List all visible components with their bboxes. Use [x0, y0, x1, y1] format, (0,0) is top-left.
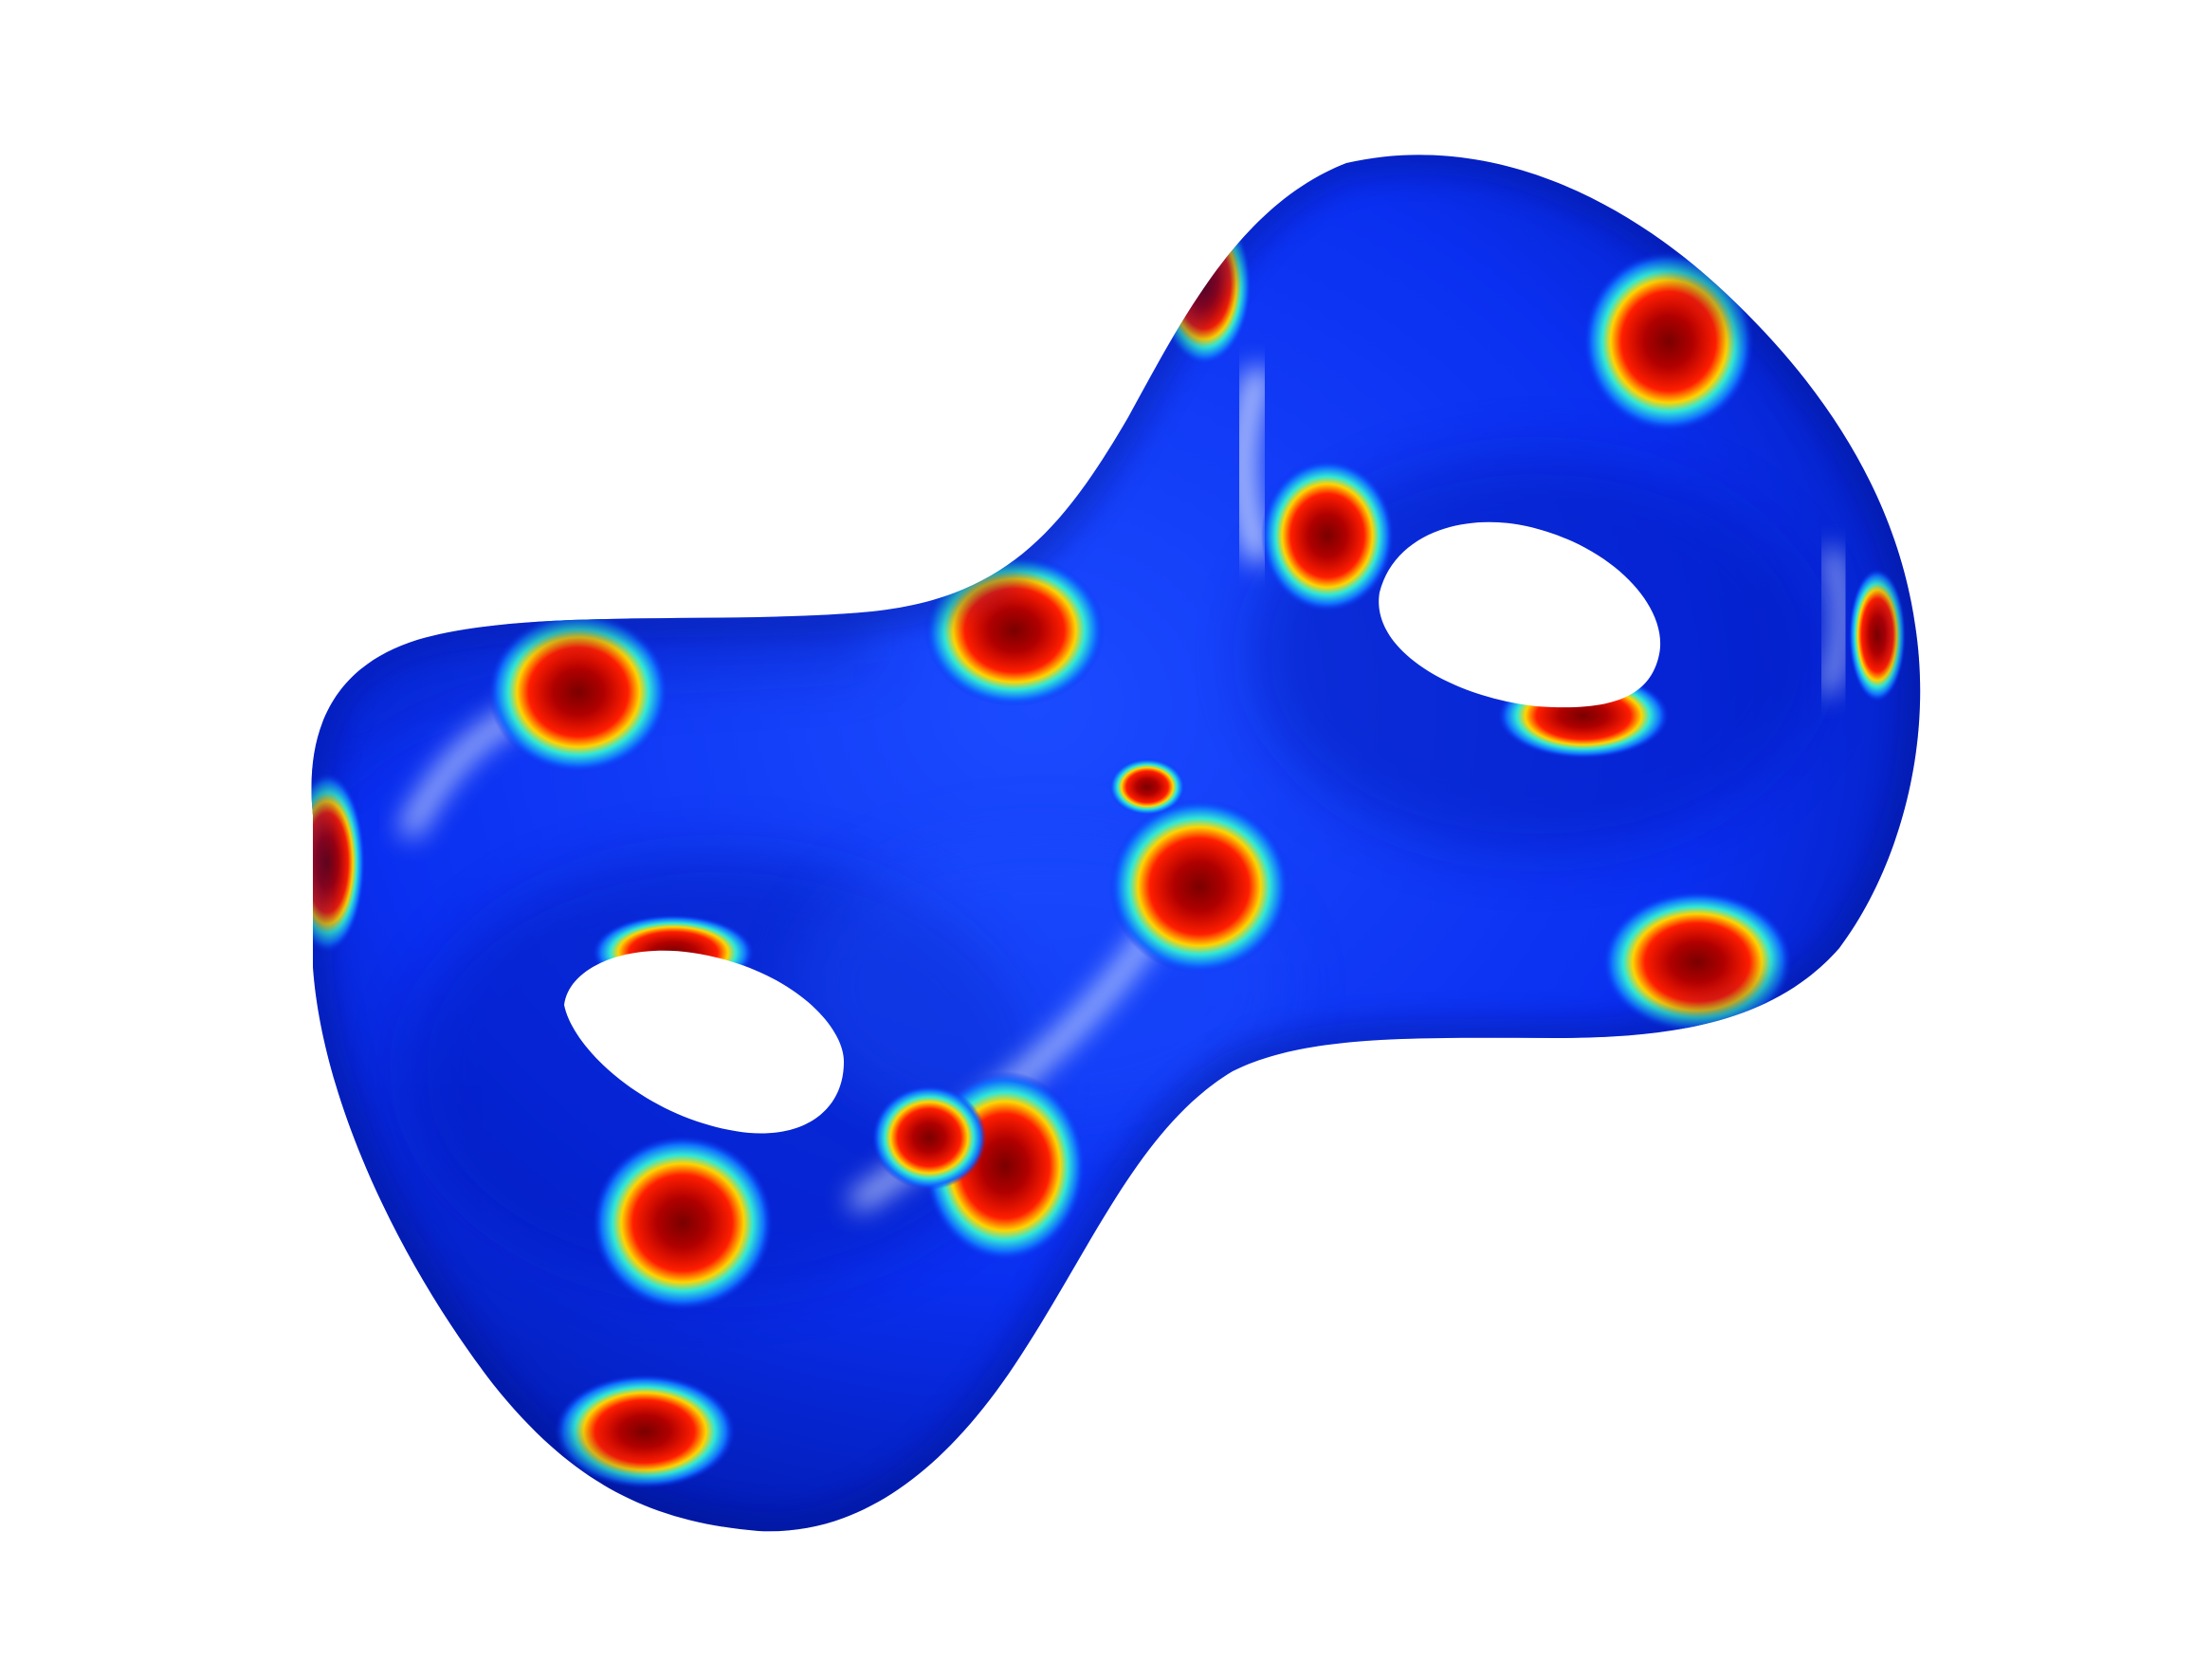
surface-hole-left [564, 950, 844, 1134]
hotspot [872, 1085, 986, 1190]
hotspot [555, 1375, 735, 1488]
hotspot [1261, 460, 1394, 611]
hotspot [488, 611, 668, 773]
hotspot [593, 1136, 773, 1310]
hotspot [1849, 569, 1906, 702]
hotspot [1109, 799, 1289, 974]
surface-hole-right [1379, 521, 1661, 708]
hotspot [1583, 251, 1754, 431]
hotspot [1109, 758, 1185, 815]
genus-two-surface [311, 155, 1921, 1532]
